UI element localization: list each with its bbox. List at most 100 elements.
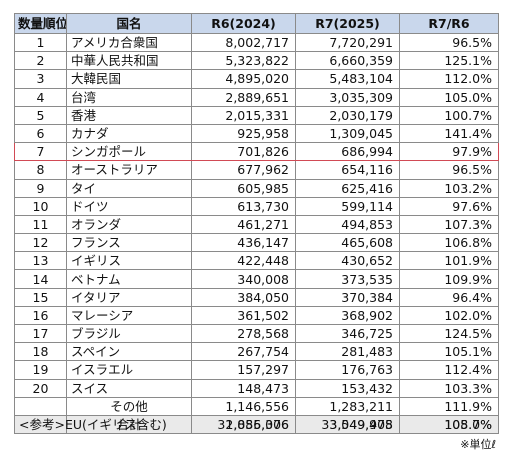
country-cell: イギリス — [66, 251, 192, 271]
table-row: 10 ドイツ 613,730 599,114 97.6% — [14, 196, 499, 216]
table-row: 9 タイ 605,985 625,416 103.2% — [14, 178, 499, 198]
rank-cell: 10 — [14, 196, 67, 216]
country-cell: イスラエル — [66, 360, 192, 380]
ratio-cell: 101.9% — [399, 251, 499, 271]
ratio-cell: 106.8% — [399, 233, 499, 253]
rank-cell: 6 — [14, 123, 67, 144]
table-row: 16 マレーシア 361,502 368,902 102.0% — [14, 305, 499, 326]
r6-cell: 701,826 — [191, 142, 296, 162]
ratio-cell: 109.9% — [399, 269, 499, 289]
ratio-cell: 124.5% — [399, 323, 499, 344]
country-cell: マレーシア — [66, 305, 192, 326]
rank-cell: 7 — [14, 142, 67, 162]
r7-cell: 176,763 — [295, 360, 400, 380]
r6-cell: 461,271 — [191, 214, 296, 235]
rank-cell: 3 — [14, 69, 67, 89]
ratio-cell: 96.5% — [399, 32, 499, 53]
r6-cell: 361,502 — [191, 305, 296, 326]
rank-cell: 13 — [14, 251, 67, 271]
header-r6: R6(2024) — [191, 13, 296, 34]
reference-r6: 2,885,306 — [191, 414, 296, 435]
ratio-cell: 102.0% — [399, 305, 499, 326]
country-cell: オーストラリア — [66, 160, 192, 180]
r6-cell: 148,473 — [191, 378, 296, 398]
rank-cell: 16 — [14, 305, 67, 326]
r7-cell: 281,483 — [295, 342, 400, 362]
r7-cell: 370,384 — [295, 287, 400, 307]
reference-r7: 3,049,908 — [295, 414, 400, 435]
other-label: その他 — [66, 396, 192, 416]
r6-cell: 2,889,651 — [191, 87, 296, 107]
r6-cell: 384,050 — [191, 287, 296, 307]
rank-cell: 4 — [14, 87, 67, 107]
table-row: 5 香港 2,015,331 2,030,179 100.7% — [14, 105, 499, 125]
rank-cell: 19 — [14, 360, 67, 380]
r6-cell: 925,958 — [191, 123, 296, 144]
country-cell: スペイン — [66, 342, 192, 362]
header-country: 国名 — [66, 13, 192, 34]
r6-cell: 4,895,020 — [191, 69, 296, 89]
table-row: 14 ベトナム 340,008 373,535 109.9% — [14, 269, 499, 289]
r7-cell: 6,660,359 — [295, 51, 400, 71]
rank-cell: 2 — [14, 51, 67, 71]
r7-cell: 430,652 — [295, 251, 400, 271]
table-row: 12 フランス 436,147 465,608 106.8% — [14, 233, 499, 253]
table-row: 1 アメリカ合衆国 8,002,717 7,720,291 96.5% — [14, 32, 499, 53]
table-row: 17 ブラジル 278,568 346,725 124.5% — [14, 323, 499, 344]
r7-cell: 2,030,179 — [295, 105, 400, 125]
header-r7: R7(2025) — [295, 13, 400, 34]
country-cell: カナダ — [66, 123, 192, 144]
ratio-cell: 105.1% — [399, 342, 499, 362]
country-cell: ベトナム — [66, 269, 192, 289]
table-row: 15 イタリア 384,050 370,384 96.4% — [14, 287, 499, 307]
header-rank: 数量順位 — [14, 13, 67, 34]
rank-cell: 12 — [14, 233, 67, 253]
r7-cell: 1,309,045 — [295, 123, 400, 144]
table-row: 7 シンガポール 701,826 686,994 97.9% — [14, 142, 499, 162]
r6-cell: 340,008 — [191, 269, 296, 289]
reference-row: <参考>EU(イギリス含む) 2,885,306 3,049,908 105.7… — [14, 414, 499, 435]
r7-cell: 654,116 — [295, 160, 400, 180]
rank-cell: 15 — [14, 287, 67, 307]
country-cell: 中華人民共和国 — [66, 51, 192, 71]
rank-cell: 1 — [14, 32, 67, 53]
country-cell: イタリア — [66, 287, 192, 307]
table-row: 3 大韓民国 4,895,020 5,483,104 112.0% — [14, 69, 499, 89]
r6-cell: 8,002,717 — [191, 32, 296, 53]
r6-cell: 5,323,822 — [191, 51, 296, 71]
rank-cell: 20 — [14, 378, 67, 398]
rank-cell: 9 — [14, 178, 67, 198]
country-cell: フランス — [66, 233, 192, 253]
ratio-cell: 103.2% — [399, 178, 499, 198]
ratio-cell: 96.5% — [399, 160, 499, 180]
ratio-cell: 103.3% — [399, 378, 499, 398]
other-r7: 1,283,211 — [295, 396, 400, 416]
country-cell: アメリカ合衆国 — [66, 32, 192, 53]
rank-cell: 14 — [14, 269, 67, 289]
country-cell: スイス — [66, 378, 192, 398]
r7-cell: 3,035,309 — [295, 87, 400, 107]
ratio-cell: 105.0% — [399, 87, 499, 107]
ratio-cell: 100.7% — [399, 105, 499, 125]
r7-cell: 373,535 — [295, 269, 400, 289]
r6-cell: 157,297 — [191, 360, 296, 380]
header-ratio: R7/R6 — [399, 13, 499, 34]
r7-cell: 7,720,291 — [295, 32, 400, 53]
r7-cell: 368,902 — [295, 305, 400, 326]
table-row: 18 スペイン 267,754 281,483 105.1% — [14, 342, 499, 362]
r7-cell: 494,853 — [295, 214, 400, 235]
r7-cell: 599,114 — [295, 196, 400, 216]
r6-cell: 2,015,331 — [191, 105, 296, 125]
ratio-cell: 97.6% — [399, 196, 499, 216]
rank-cell: 18 — [14, 342, 67, 362]
r7-cell: 465,608 — [295, 233, 400, 253]
country-cell: ドイツ — [66, 196, 192, 216]
other-row: その他 1,146,556 1,283,211 111.9% — [14, 396, 499, 416]
country-cell: ブラジル — [66, 323, 192, 344]
r6-cell: 422,448 — [191, 251, 296, 271]
reference-ratio: 105.7% — [399, 414, 499, 435]
r6-cell: 605,985 — [191, 178, 296, 198]
rank-cell: 11 — [14, 214, 67, 235]
import-volume-table: 数量順位 国名 R6(2024) R7(2025) R7/R6 1 アメリカ合衆国… — [14, 13, 499, 435]
r6-cell: 278,568 — [191, 323, 296, 344]
